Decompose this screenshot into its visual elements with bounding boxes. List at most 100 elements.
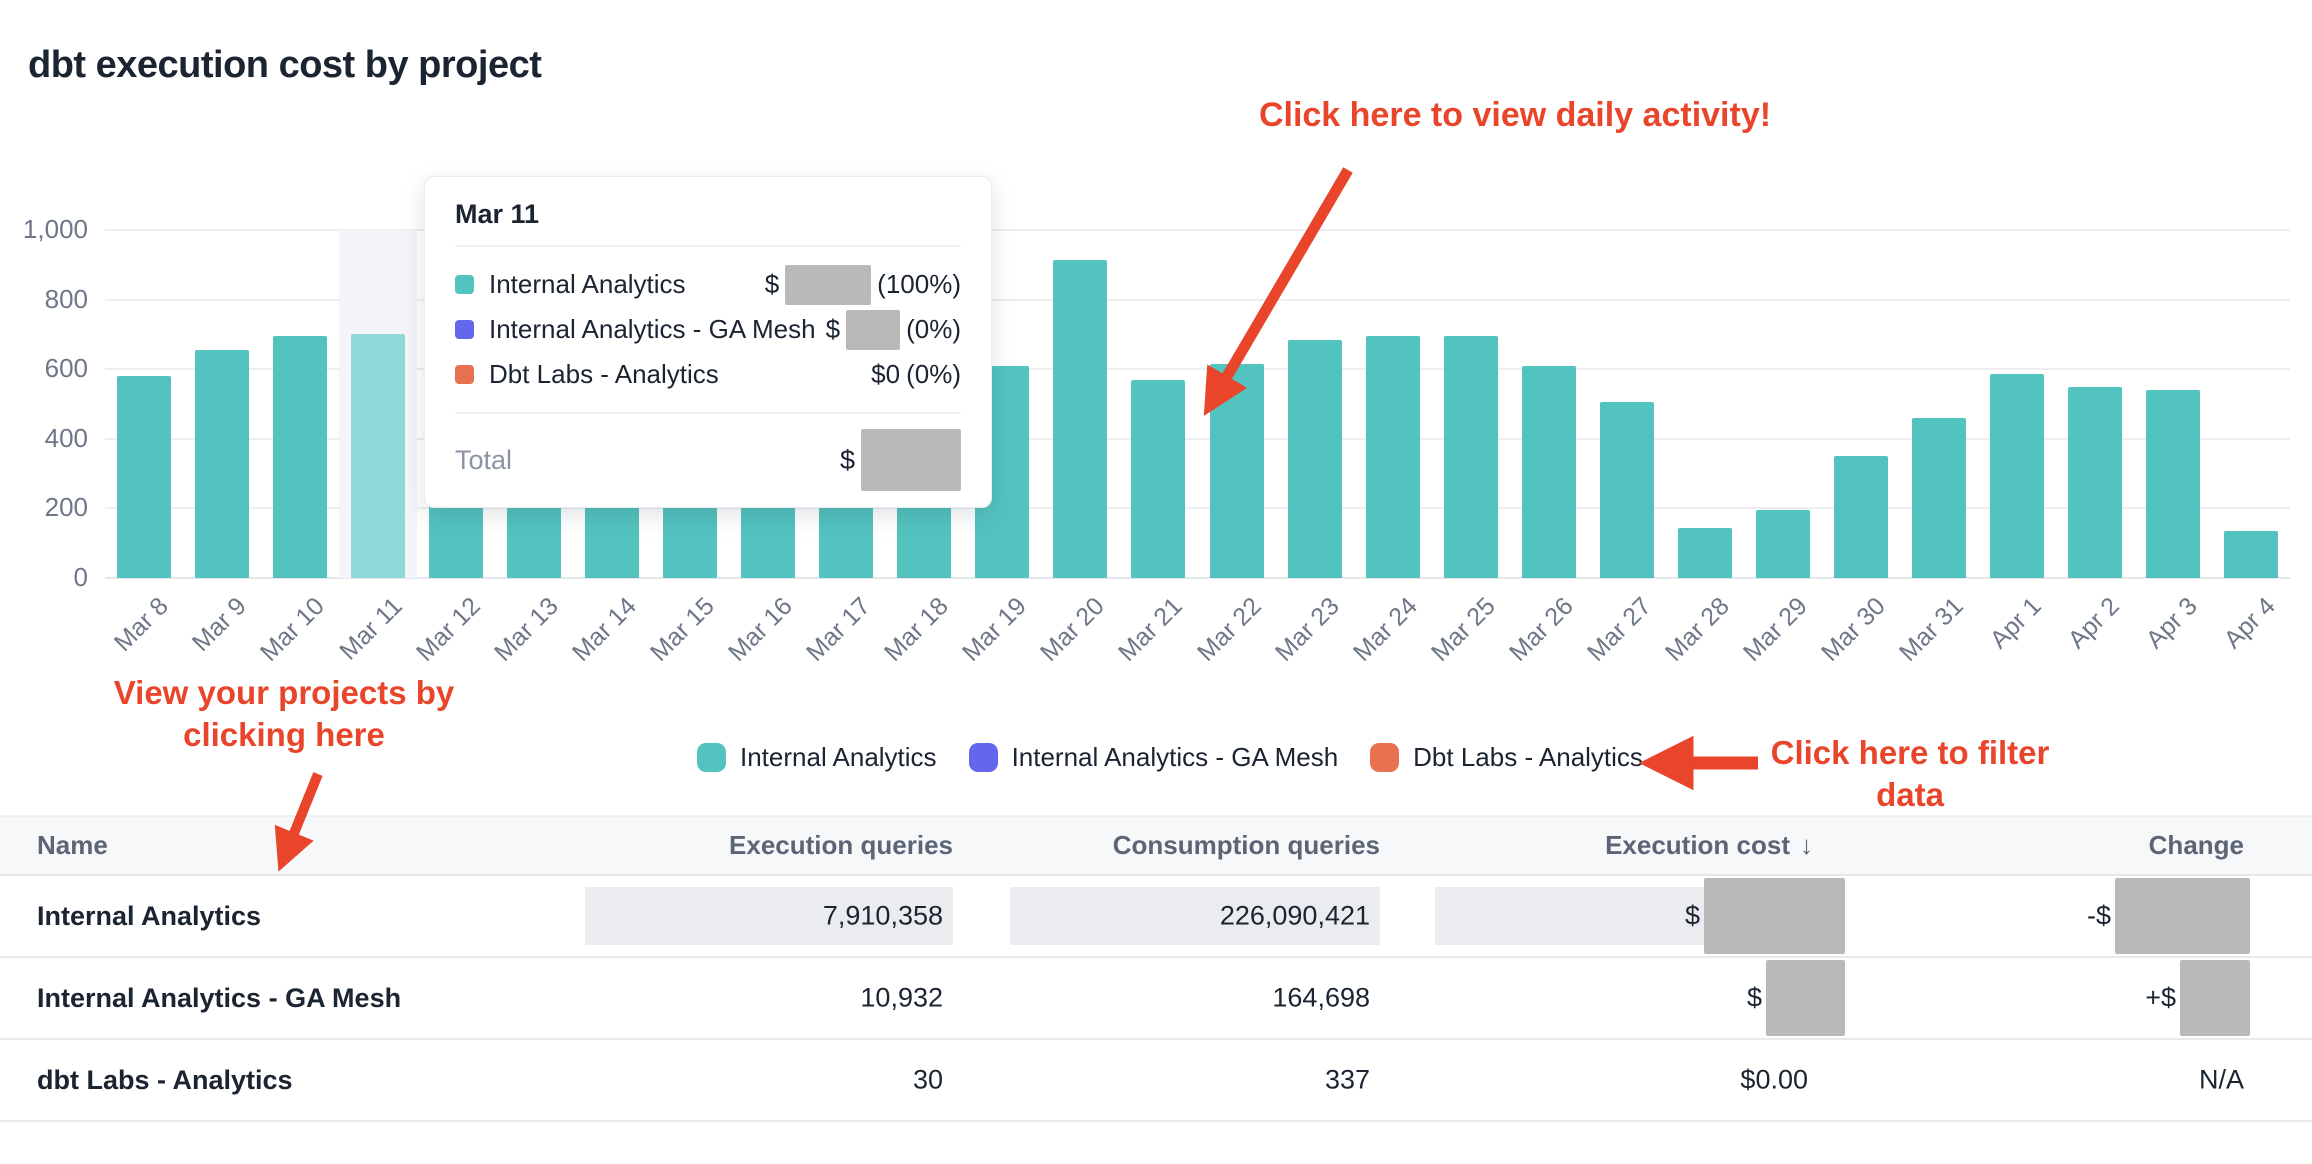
legend-item-internal-analytics[interactable]: Internal Analytics: [697, 742, 937, 773]
y-axis-label: 800: [44, 283, 88, 314]
tooltip-value-percent: (0%): [906, 314, 961, 344]
tooltip-total-row: Total $: [455, 429, 961, 491]
legend-label: Internal Analytics: [740, 742, 937, 772]
change-cell: +$: [1902, 958, 2250, 1038]
cell-value: 164,698: [1272, 982, 1370, 1013]
legend-swatch-icon: [968, 743, 998, 772]
bar-Mar-27[interactable]: [1599, 402, 1654, 578]
legend-swatch-icon: [697, 743, 726, 772]
bar-Mar-20[interactable]: [1053, 259, 1108, 578]
bar-Mar-9[interactable]: [195, 350, 250, 578]
series-swatch-icon: [455, 365, 474, 384]
bar-Mar-8[interactable]: [117, 376, 172, 578]
cell-value: 337: [1324, 1064, 1370, 1095]
legend-item-internal-analytics-ga-mesh[interactable]: Internal Analytics - GA Mesh: [968, 742, 1339, 773]
bar-Mar-30[interactable]: [1833, 456, 1888, 578]
cell-value: $: [1746, 982, 1762, 1013]
project-name[interactable]: Internal Analytics: [37, 900, 262, 931]
cell-value: -$: [2086, 900, 2111, 931]
bar-Mar-26[interactable]: [1521, 365, 1576, 578]
change-cell: N/A: [1902, 1040, 2250, 1120]
cell-value: 7,910,358: [822, 900, 943, 931]
table-row[interactable]: Internal Analytics - GA Mesh 10,932 164,69…: [0, 958, 2312, 1040]
execution-cost-cell: $0.00: [1435, 1040, 1845, 1120]
column-header-change[interactable]: Change: [2148, 830, 2244, 860]
cell-value: $0.00: [1740, 1064, 1808, 1095]
tooltip-series-label: Internal Analytics - GA Mesh: [489, 314, 816, 344]
project-name[interactable]: Internal Analytics - GA Mesh: [37, 982, 402, 1013]
table-row[interactable]: dbt Labs - Analytics 30 337 $0.00 N/A: [0, 1040, 2312, 1122]
cell-value: 30: [912, 1064, 943, 1095]
bar-Mar-22[interactable]: [1209, 363, 1264, 578]
tooltip-divider: [455, 245, 961, 247]
bar-Mar-25[interactable]: [1443, 336, 1498, 578]
tooltip-total-label: Total: [455, 444, 513, 475]
column-header-name[interactable]: Name: [37, 830, 108, 860]
redacted-value: [2115, 878, 2250, 954]
tooltip-value-percent: (100%): [877, 269, 961, 299]
column-header-execution-queries[interactable]: Execution queries: [729, 830, 953, 860]
tooltip-series-label: Dbt Labs - Analytics: [489, 359, 719, 389]
execution-queries-cell: 30: [585, 1040, 953, 1120]
y-axis-label: 400: [44, 422, 88, 453]
cell-value: +$: [2145, 982, 2176, 1013]
legend-item-dbt-labs-analytics[interactable]: Dbt Labs - Analytics: [1370, 742, 1643, 773]
redacted-value: [846, 309, 901, 350]
annotation-daily-activity: Click here to view daily activity!: [1258, 96, 1772, 134]
legend-label: Dbt Labs - Analytics: [1413, 742, 1643, 772]
tooltip-value-prefix: $: [825, 314, 841, 344]
redacted-value: [861, 429, 961, 491]
legend-label: Internal Analytics - GA Mesh: [1011, 742, 1339, 772]
gridline: [105, 577, 2290, 579]
bar-Apr-2[interactable]: [2067, 386, 2122, 578]
chart-legend: Internal Analytics Internal Analytics - G…: [697, 742, 1643, 773]
execution-cost-cell: $: [1435, 958, 1845, 1038]
gridline: [105, 437, 2290, 440]
series-swatch-icon: [455, 275, 474, 294]
gridline: [105, 229, 2290, 231]
bar-Mar-28[interactable]: [1677, 527, 1732, 578]
bar-Mar-29[interactable]: [1755, 510, 1810, 578]
tooltip-divider: [455, 412, 961, 414]
change-cell: -$: [1902, 876, 2250, 956]
bar-Apr-1[interactable]: [1989, 374, 2044, 578]
y-axis-label: 200: [44, 492, 88, 523]
column-header-consumption-queries[interactable]: Consumption queries: [1112, 830, 1380, 860]
bar-Mar-24[interactable]: [1365, 336, 1420, 578]
highlighted-cell-background: [1010, 887, 1380, 945]
bar-Mar-31[interactable]: [1911, 417, 1966, 578]
page-title: dbt execution cost by project: [28, 44, 542, 86]
table-header: Name Execution queries Consumption queri…: [0, 815, 2312, 876]
tooltip-series-row: Internal Analytics - GA Mesh $ (0%): [455, 307, 961, 352]
y-axis-label: 600: [44, 353, 88, 384]
annotation-filter-data: Click here to filter data: [1770, 734, 2050, 814]
bar-Apr-3[interactable]: [2145, 390, 2200, 578]
tooltip-series-label: Internal Analytics: [489, 269, 686, 299]
project-name[interactable]: dbt Labs - Analytics: [37, 1064, 293, 1095]
bar-Apr-4[interactable]: [2223, 531, 2278, 578]
legend-swatch-icon: [1370, 743, 1400, 772]
tooltip-date: Mar 11: [455, 199, 540, 229]
table-row[interactable]: Internal Analytics 7,910,358 226,090,421 $ -…: [0, 876, 2312, 958]
gridline: [105, 507, 2290, 510]
tooltip-value-prefix: $: [764, 269, 780, 299]
cell-value: 10,932: [860, 982, 943, 1013]
bar-Mar-23[interactable]: [1287, 339, 1342, 578]
consumption-queries-cell: 226,090,421: [1010, 876, 1380, 956]
tooltip-series-row: Dbt Labs - Analytics $0 (0%): [455, 352, 961, 397]
cell-value: $: [1684, 900, 1700, 931]
bar-Mar-21[interactable]: [1131, 379, 1186, 578]
execution-queries-cell: 7,910,358: [585, 876, 953, 956]
redacted-value: [785, 264, 872, 305]
annotation-view-projects: View your projects by clicking here: [113, 674, 455, 754]
tooltip-total-prefix: $: [839, 444, 855, 475]
consumption-queries-cell: 337: [1010, 1040, 1380, 1120]
bar-Mar-11[interactable]: [351, 334, 406, 578]
bar-Mar-10[interactable]: [273, 336, 328, 578]
y-axis-label: 0: [73, 562, 88, 592]
column-header-execution-cost[interactable]: Execution cost ↓: [1605, 830, 1813, 860]
sort-descending-icon: ↓: [1800, 830, 1813, 860]
projects-table: Name Execution queries Consumption queri…: [0, 815, 2312, 1122]
cell-value: 226,090,421: [1219, 900, 1370, 931]
y-axis-label: 1,000: [22, 214, 88, 244]
